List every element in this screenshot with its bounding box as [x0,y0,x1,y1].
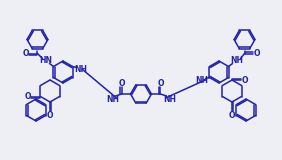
Text: O: O [253,49,260,58]
Text: O: O [22,49,29,58]
Text: O: O [229,111,235,120]
Text: NH: NH [163,95,176,104]
Text: O: O [24,92,31,101]
Text: O: O [242,76,248,84]
Text: O: O [118,79,125,88]
Text: O: O [47,111,53,120]
Text: NH: NH [106,95,119,104]
Text: HN: HN [39,56,52,65]
Text: NH: NH [230,56,243,65]
Text: NH: NH [74,65,87,74]
Text: NH: NH [195,76,208,85]
Text: O: O [157,79,164,88]
